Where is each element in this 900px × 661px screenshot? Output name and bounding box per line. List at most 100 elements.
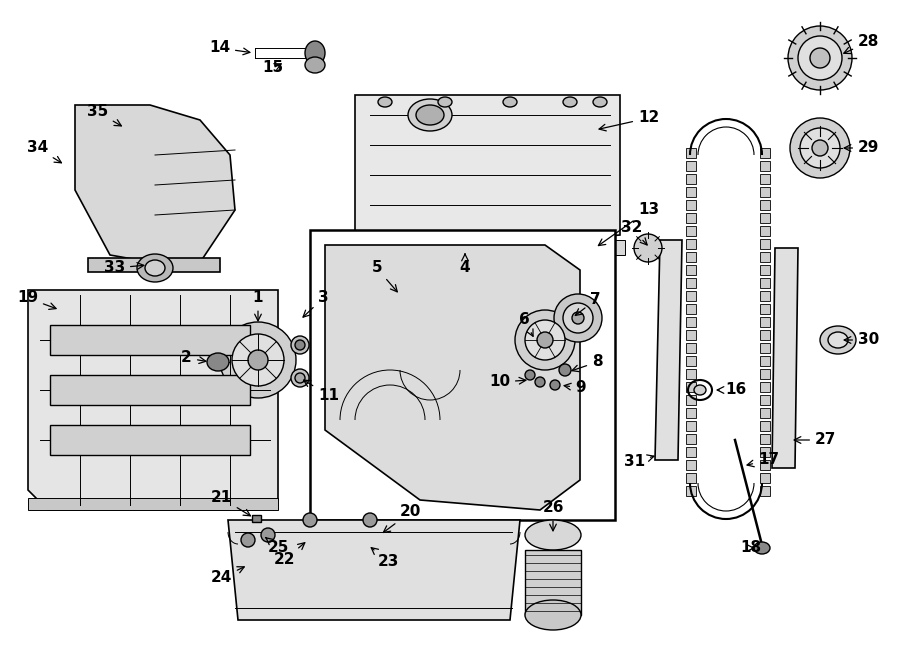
Text: 23: 23	[371, 548, 400, 570]
Bar	[760, 369, 770, 379]
Bar	[760, 278, 770, 288]
Text: 17: 17	[747, 453, 779, 467]
Bar	[760, 174, 770, 184]
Text: 20: 20	[383, 504, 421, 533]
Ellipse shape	[790, 118, 850, 178]
Text: 10: 10	[489, 375, 526, 389]
Text: 14: 14	[209, 40, 250, 56]
Text: 28: 28	[844, 34, 879, 54]
Text: 13: 13	[598, 202, 659, 246]
Ellipse shape	[303, 513, 317, 527]
Text: 24: 24	[211, 566, 244, 586]
Bar	[760, 317, 770, 327]
Bar	[760, 200, 770, 210]
Text: 29: 29	[844, 141, 879, 155]
Bar	[686, 382, 696, 392]
Bar	[686, 343, 696, 353]
Bar	[686, 434, 696, 444]
Bar	[252, 515, 261, 522]
Ellipse shape	[820, 326, 856, 354]
Text: 12: 12	[599, 110, 659, 131]
Bar	[686, 174, 696, 184]
Bar	[760, 447, 770, 457]
Bar	[760, 330, 770, 340]
Ellipse shape	[572, 312, 584, 324]
Ellipse shape	[137, 254, 173, 282]
Ellipse shape	[788, 26, 852, 90]
Bar	[686, 447, 696, 457]
Text: 11: 11	[303, 380, 339, 403]
Bar	[686, 473, 696, 483]
Text: 33: 33	[104, 260, 144, 276]
Bar	[686, 408, 696, 418]
Bar	[686, 161, 696, 171]
Ellipse shape	[525, 320, 565, 360]
Bar	[686, 356, 696, 366]
Bar	[686, 213, 696, 223]
Bar	[760, 460, 770, 470]
Ellipse shape	[291, 336, 309, 354]
Text: 22: 22	[274, 543, 305, 568]
Polygon shape	[655, 240, 682, 460]
Bar	[686, 395, 696, 405]
Text: 9: 9	[564, 381, 586, 395]
Ellipse shape	[593, 97, 607, 107]
Ellipse shape	[363, 513, 377, 527]
Ellipse shape	[754, 542, 770, 554]
Ellipse shape	[295, 373, 305, 383]
Text: 31: 31	[624, 455, 654, 469]
Bar	[760, 434, 770, 444]
Bar	[760, 213, 770, 223]
Bar	[686, 330, 696, 340]
Bar	[686, 148, 696, 158]
Text: 26: 26	[542, 500, 563, 531]
Bar	[760, 265, 770, 275]
Bar	[760, 291, 770, 301]
Bar	[686, 278, 696, 288]
Ellipse shape	[305, 57, 325, 73]
Ellipse shape	[810, 48, 830, 68]
Text: 27: 27	[794, 432, 836, 447]
Ellipse shape	[559, 364, 571, 376]
Polygon shape	[355, 95, 620, 255]
Bar	[686, 304, 696, 314]
Ellipse shape	[828, 332, 848, 348]
Text: 2: 2	[181, 350, 206, 366]
Bar	[760, 148, 770, 158]
Polygon shape	[28, 498, 278, 510]
Bar	[760, 473, 770, 483]
Ellipse shape	[798, 36, 842, 80]
Ellipse shape	[248, 350, 268, 370]
Ellipse shape	[408, 99, 452, 131]
Ellipse shape	[295, 340, 305, 350]
Bar	[686, 252, 696, 262]
Ellipse shape	[812, 140, 828, 156]
Ellipse shape	[525, 520, 581, 550]
Ellipse shape	[634, 234, 662, 262]
Bar	[50, 425, 250, 455]
Bar	[760, 343, 770, 353]
Text: 18: 18	[740, 541, 761, 555]
Text: 8: 8	[572, 354, 603, 371]
Text: 4: 4	[460, 254, 471, 276]
Bar	[760, 187, 770, 197]
Ellipse shape	[207, 353, 229, 371]
Ellipse shape	[291, 369, 309, 387]
Text: 19: 19	[17, 290, 56, 309]
Ellipse shape	[305, 41, 325, 65]
Bar	[525, 550, 581, 615]
Bar	[686, 486, 696, 496]
Text: 21: 21	[211, 490, 250, 516]
Bar	[760, 252, 770, 262]
Ellipse shape	[554, 294, 602, 342]
Ellipse shape	[694, 385, 706, 395]
Bar	[760, 408, 770, 418]
Bar	[686, 187, 696, 197]
Ellipse shape	[550, 380, 560, 390]
Polygon shape	[772, 248, 798, 468]
Text: 5: 5	[372, 260, 397, 292]
Ellipse shape	[800, 128, 840, 168]
Bar	[760, 382, 770, 392]
Polygon shape	[88, 258, 220, 272]
Ellipse shape	[261, 528, 275, 542]
